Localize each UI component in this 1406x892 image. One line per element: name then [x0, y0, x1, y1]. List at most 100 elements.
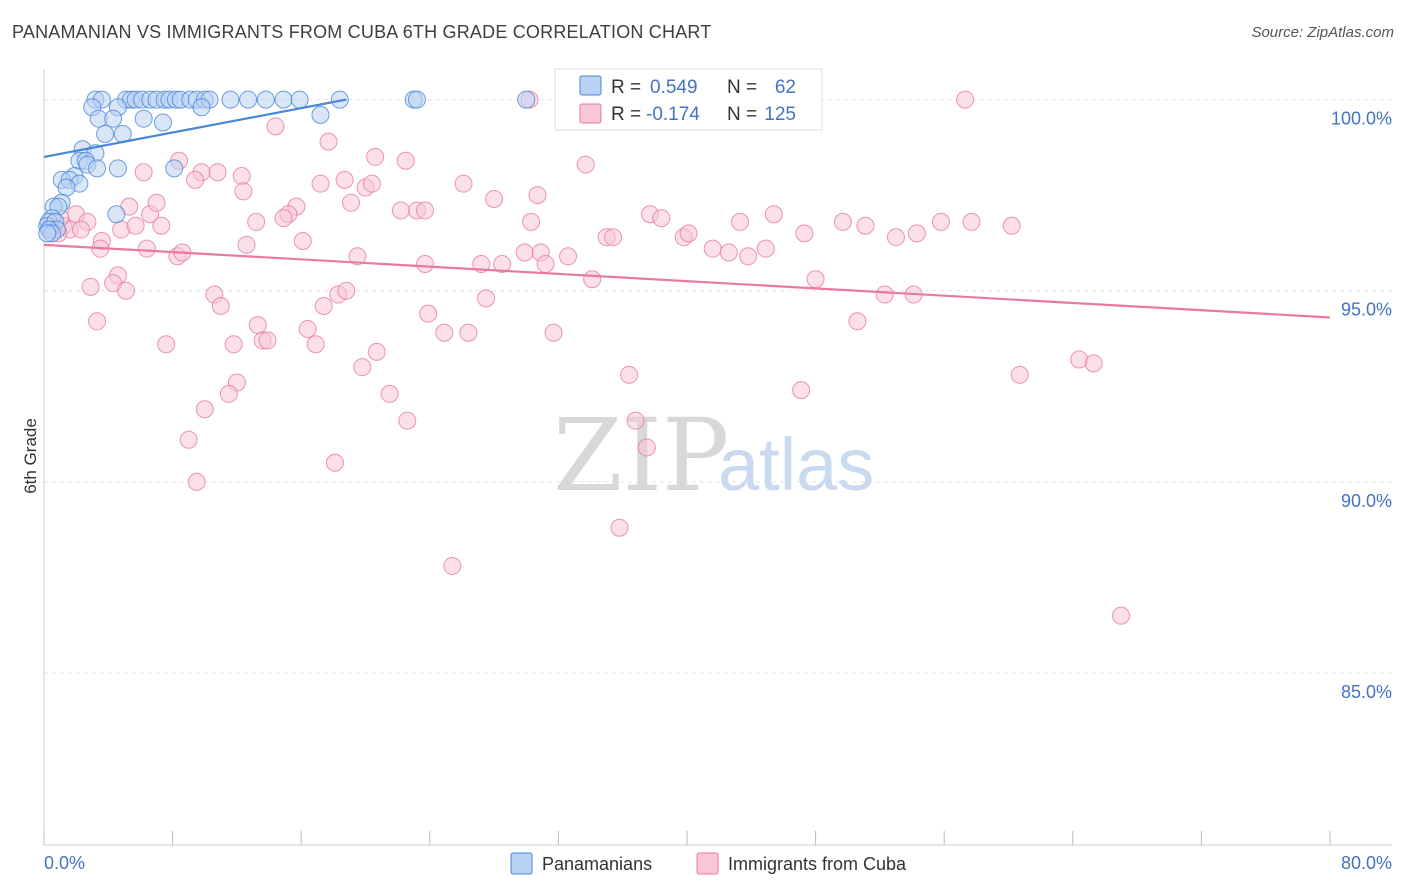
- stat-r-label-2: R =: [611, 104, 641, 125]
- panamanian-point: [134, 109, 153, 128]
- cuba-point: [637, 438, 656, 457]
- cuba-point: [415, 254, 434, 273]
- panamanian-point: [330, 90, 349, 109]
- cuba-point: [679, 224, 698, 243]
- panamanian-point: [165, 159, 184, 178]
- cuba-point: [956, 90, 975, 109]
- cuba-point: [88, 312, 107, 331]
- cuba-point: [652, 209, 671, 228]
- cuba-point: [806, 270, 825, 289]
- cuba-point: [353, 358, 372, 377]
- cuba-point: [398, 411, 417, 430]
- cuba-point: [187, 472, 206, 491]
- cuba-point: [126, 216, 145, 235]
- panamanian-point: [256, 90, 275, 109]
- y-axis-label: 6th Grade: [21, 418, 40, 494]
- cuba-point: [319, 132, 338, 151]
- cuba-point: [396, 151, 415, 170]
- watermark-atlas: atlas: [718, 423, 874, 506]
- y-tick-label: 100.0%: [1331, 109, 1392, 129]
- cuba-point: [477, 289, 496, 308]
- panamanian-point: [239, 90, 258, 109]
- cuba-point: [247, 212, 266, 231]
- stat-n-label-1: N =: [727, 77, 757, 98]
- series-legend: Panamanians Immigrants from Cuba: [510, 852, 907, 875]
- chart-title: PANAMANIAN VS IMMIGRANTS FROM CUBA 6TH G…: [12, 22, 712, 42]
- cuba-point: [116, 281, 135, 300]
- stat-n-value-1: 62: [775, 77, 796, 98]
- y-tick-label: 85.0%: [1341, 682, 1392, 702]
- cuba-point: [179, 430, 198, 449]
- cuba-point: [620, 365, 639, 384]
- cuba-point: [1084, 354, 1103, 373]
- cuba-point: [306, 335, 325, 354]
- cuba-point: [419, 304, 438, 323]
- cuba-point: [626, 411, 645, 430]
- cuba-point: [764, 205, 783, 224]
- x-tick-label-max: 80.0%: [1341, 853, 1392, 873]
- cuba-point: [544, 323, 563, 342]
- cuba-point: [962, 212, 981, 231]
- panamanian-point: [517, 90, 536, 109]
- cuba-point: [604, 228, 623, 247]
- panamanian-point: [407, 90, 426, 109]
- cuba-point: [485, 189, 504, 208]
- cuba-point: [298, 319, 317, 338]
- cuba-point: [703, 239, 722, 258]
- stats-swatch-panamanians: [579, 75, 602, 96]
- legend-swatch-cuba: [696, 852, 719, 875]
- trendlines: [43, 98, 1331, 319]
- trendline-cuba: [43, 243, 1331, 319]
- cuba-point: [739, 247, 758, 266]
- cuba-point: [81, 277, 100, 296]
- axes: [43, 69, 1392, 846]
- cuba-point: [907, 224, 926, 243]
- panamanian-point: [290, 90, 309, 109]
- legend-swatch-panamanians: [510, 852, 533, 875]
- stats-swatch-cuba: [579, 103, 602, 124]
- cuba-point: [208, 163, 227, 182]
- cuba-point: [337, 281, 356, 300]
- stat-r-value-2: -0.174: [646, 104, 700, 125]
- cuba-point: [875, 285, 894, 304]
- panamanian-point: [96, 124, 115, 143]
- cuba-point: [293, 232, 312, 251]
- cuba-point: [232, 167, 251, 186]
- cuba-point: [536, 254, 555, 273]
- cuba-point: [931, 212, 950, 231]
- x-tick-label-min: 0.0%: [44, 853, 85, 873]
- cuba-point: [833, 212, 852, 231]
- cuba-point: [195, 400, 214, 419]
- cuba-point: [610, 518, 629, 537]
- stat-r-label-1: R =: [611, 77, 641, 98]
- cuba-point: [856, 216, 875, 235]
- cuba-point: [391, 201, 410, 220]
- cuba-point: [342, 193, 361, 212]
- cuba-point: [515, 243, 534, 262]
- legend-label-cuba: Immigrants from Cuba: [728, 854, 907, 874]
- panamanian-point: [88, 159, 107, 178]
- cuba-point: [493, 254, 512, 273]
- cuba-point: [583, 270, 602, 289]
- cuba-point: [258, 331, 277, 350]
- cuba-point: [731, 212, 750, 231]
- cuba-point: [756, 239, 775, 258]
- panamanian-point: [57, 178, 76, 197]
- legend-label-panamanians: Panamanians: [542, 854, 652, 874]
- cuba-point: [454, 174, 473, 193]
- series-cuba-points: [41, 90, 1131, 625]
- cuba-point: [522, 212, 541, 231]
- cuba-point: [792, 381, 811, 400]
- cuba-point: [362, 174, 381, 193]
- cuba-point: [311, 174, 330, 193]
- cuba-point: [248, 316, 267, 335]
- cuba-point: [348, 247, 367, 266]
- stat-n-label-2: N =: [727, 104, 757, 125]
- cuba-point: [147, 193, 166, 212]
- cuba-point: [366, 147, 385, 166]
- cuba-point: [576, 155, 595, 174]
- cuba-point: [137, 239, 156, 258]
- cuba-point: [1010, 365, 1029, 384]
- y-tick-labels: 85.0% 90.0% 95.0% 100.0%: [1331, 109, 1392, 702]
